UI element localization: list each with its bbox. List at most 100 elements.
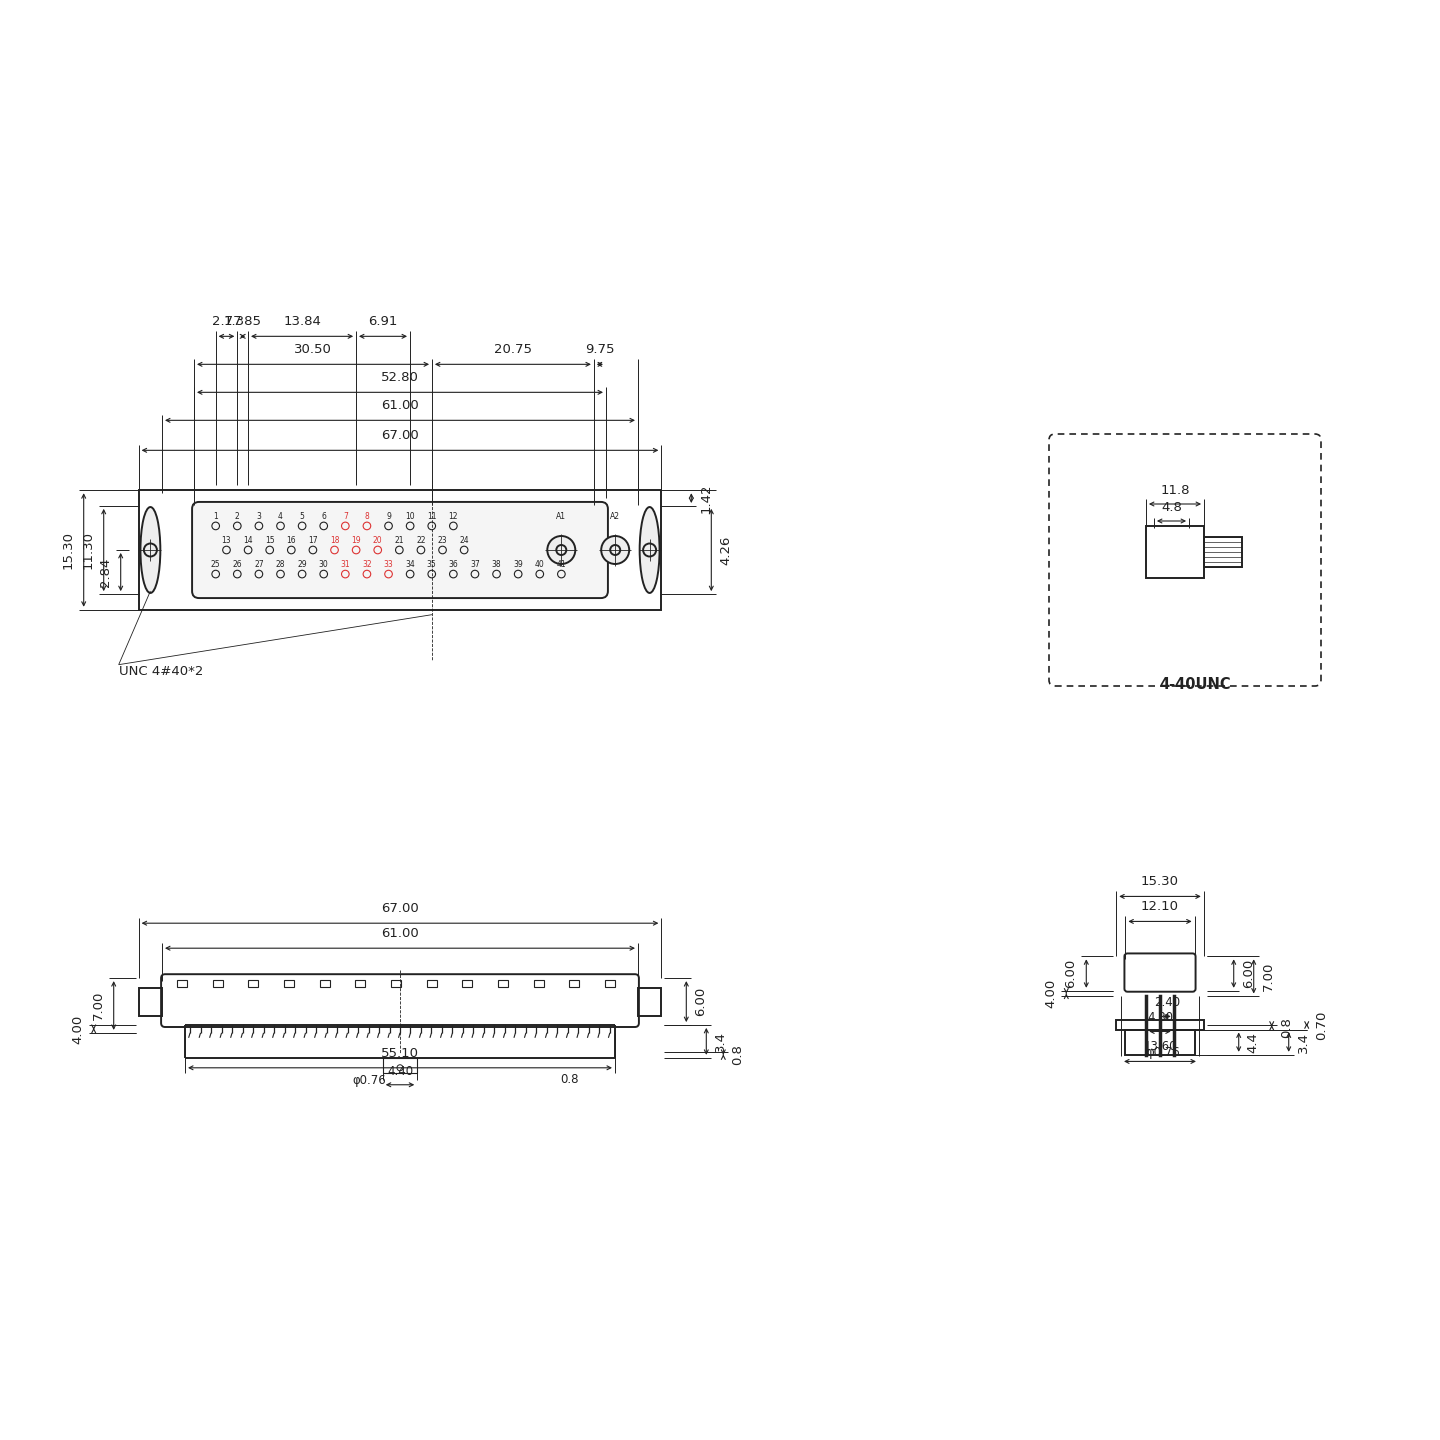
Text: 1: 1 bbox=[213, 513, 217, 521]
Text: φ0.76: φ0.76 bbox=[353, 1074, 386, 1087]
Text: 0.70: 0.70 bbox=[1315, 1011, 1328, 1040]
Text: 1.42: 1.42 bbox=[700, 484, 713, 513]
Bar bbox=[462, 981, 472, 988]
Text: 33: 33 bbox=[383, 560, 393, 569]
Text: 8: 8 bbox=[364, 513, 369, 521]
Text: 6.00: 6.00 bbox=[1241, 959, 1254, 988]
Text: 13: 13 bbox=[222, 536, 232, 546]
Text: 27: 27 bbox=[253, 560, 264, 569]
Text: 25: 25 bbox=[210, 560, 220, 569]
Text: 4.00: 4.00 bbox=[72, 1014, 85, 1044]
Text: 30.50: 30.50 bbox=[294, 343, 333, 356]
Text: 15: 15 bbox=[265, 536, 275, 546]
Bar bbox=[569, 981, 579, 988]
Bar bbox=[249, 981, 258, 988]
Text: 5: 5 bbox=[300, 513, 304, 521]
Text: 41: 41 bbox=[557, 560, 566, 569]
Bar bbox=[356, 981, 366, 988]
Text: 24: 24 bbox=[459, 536, 469, 546]
Circle shape bbox=[547, 536, 576, 564]
Text: 15.30: 15.30 bbox=[1140, 876, 1179, 888]
Text: 0.8: 0.8 bbox=[732, 1044, 744, 1066]
Text: 21: 21 bbox=[395, 536, 405, 546]
Text: 67.00: 67.00 bbox=[382, 903, 419, 916]
Text: 9: 9 bbox=[386, 513, 392, 521]
Bar bbox=[1126, 1030, 1195, 1054]
Text: 1.385: 1.385 bbox=[223, 315, 262, 328]
Text: A2: A2 bbox=[611, 513, 621, 521]
Text: 2.40: 2.40 bbox=[1153, 996, 1179, 1009]
Text: 2.84: 2.84 bbox=[99, 557, 112, 586]
Text: 4.40: 4.40 bbox=[387, 1064, 413, 1077]
Text: 12: 12 bbox=[449, 513, 458, 521]
Text: 2.77: 2.77 bbox=[212, 315, 242, 328]
Bar bbox=[392, 981, 402, 988]
Text: 18: 18 bbox=[330, 536, 340, 546]
Text: 67.00: 67.00 bbox=[382, 429, 419, 442]
Text: A1: A1 bbox=[556, 513, 566, 521]
Text: 40: 40 bbox=[534, 560, 544, 569]
Text: 30: 30 bbox=[318, 560, 328, 569]
Text: 4.80: 4.80 bbox=[1148, 1011, 1174, 1024]
Bar bbox=[213, 981, 223, 988]
Bar bbox=[638, 988, 661, 1015]
Text: 7: 7 bbox=[343, 513, 347, 521]
Text: 37: 37 bbox=[469, 560, 480, 569]
Text: 4.4: 4.4 bbox=[1247, 1031, 1260, 1053]
Bar bbox=[383, 1058, 418, 1073]
Text: 20: 20 bbox=[373, 536, 383, 546]
Text: 11: 11 bbox=[428, 513, 436, 521]
Text: 0.8: 0.8 bbox=[1280, 1017, 1293, 1038]
Text: 15.30: 15.30 bbox=[62, 531, 75, 569]
Text: 32: 32 bbox=[361, 560, 372, 569]
Text: 20.75: 20.75 bbox=[494, 343, 531, 356]
Text: 11.30: 11.30 bbox=[82, 531, 95, 569]
Text: 4.26: 4.26 bbox=[720, 536, 733, 564]
Text: 2: 2 bbox=[235, 513, 239, 521]
Text: 4-40UNC: 4-40UNC bbox=[1159, 677, 1231, 693]
Text: 9.75: 9.75 bbox=[585, 343, 615, 356]
Bar bbox=[426, 981, 436, 988]
Ellipse shape bbox=[639, 507, 660, 593]
Text: 19: 19 bbox=[351, 536, 361, 546]
Bar bbox=[1204, 537, 1241, 567]
Text: 6.91: 6.91 bbox=[369, 315, 397, 328]
Bar bbox=[177, 981, 187, 988]
Bar bbox=[1116, 1021, 1204, 1030]
Text: 36: 36 bbox=[448, 560, 458, 569]
FancyBboxPatch shape bbox=[192, 503, 608, 598]
Text: 10: 10 bbox=[405, 513, 415, 521]
Text: 13.84: 13.84 bbox=[284, 315, 321, 328]
Text: 23: 23 bbox=[438, 536, 448, 546]
Bar bbox=[138, 988, 163, 1015]
Text: 16: 16 bbox=[287, 536, 297, 546]
Text: 17: 17 bbox=[308, 536, 318, 546]
Circle shape bbox=[602, 536, 629, 564]
Bar bbox=[498, 981, 508, 988]
Text: 13.60: 13.60 bbox=[1143, 1041, 1176, 1054]
Text: 6.00: 6.00 bbox=[694, 986, 707, 1017]
Text: 0.8: 0.8 bbox=[560, 1073, 579, 1086]
Bar bbox=[320, 981, 330, 988]
Text: 22: 22 bbox=[416, 536, 426, 546]
Text: 6.00: 6.00 bbox=[1064, 959, 1077, 988]
Text: 61.00: 61.00 bbox=[382, 399, 419, 412]
Text: 52.80: 52.80 bbox=[382, 372, 419, 384]
Text: 6: 6 bbox=[321, 513, 325, 521]
Ellipse shape bbox=[141, 507, 160, 593]
Text: 7.00: 7.00 bbox=[1261, 962, 1274, 991]
Text: 4.8: 4.8 bbox=[1161, 501, 1182, 514]
Text: 61.00: 61.00 bbox=[382, 927, 419, 940]
Text: 3: 3 bbox=[256, 513, 261, 521]
Bar bbox=[605, 981, 615, 988]
Text: 29: 29 bbox=[297, 560, 307, 569]
Text: 31: 31 bbox=[340, 560, 350, 569]
Text: 34: 34 bbox=[405, 560, 415, 569]
Text: 38: 38 bbox=[491, 560, 501, 569]
Text: 26: 26 bbox=[232, 560, 242, 569]
Bar bbox=[1146, 526, 1204, 577]
Text: 4.00: 4.00 bbox=[1044, 979, 1057, 1008]
Text: 35: 35 bbox=[426, 560, 436, 569]
Text: 7.00: 7.00 bbox=[92, 991, 105, 1020]
Bar bbox=[534, 981, 544, 988]
